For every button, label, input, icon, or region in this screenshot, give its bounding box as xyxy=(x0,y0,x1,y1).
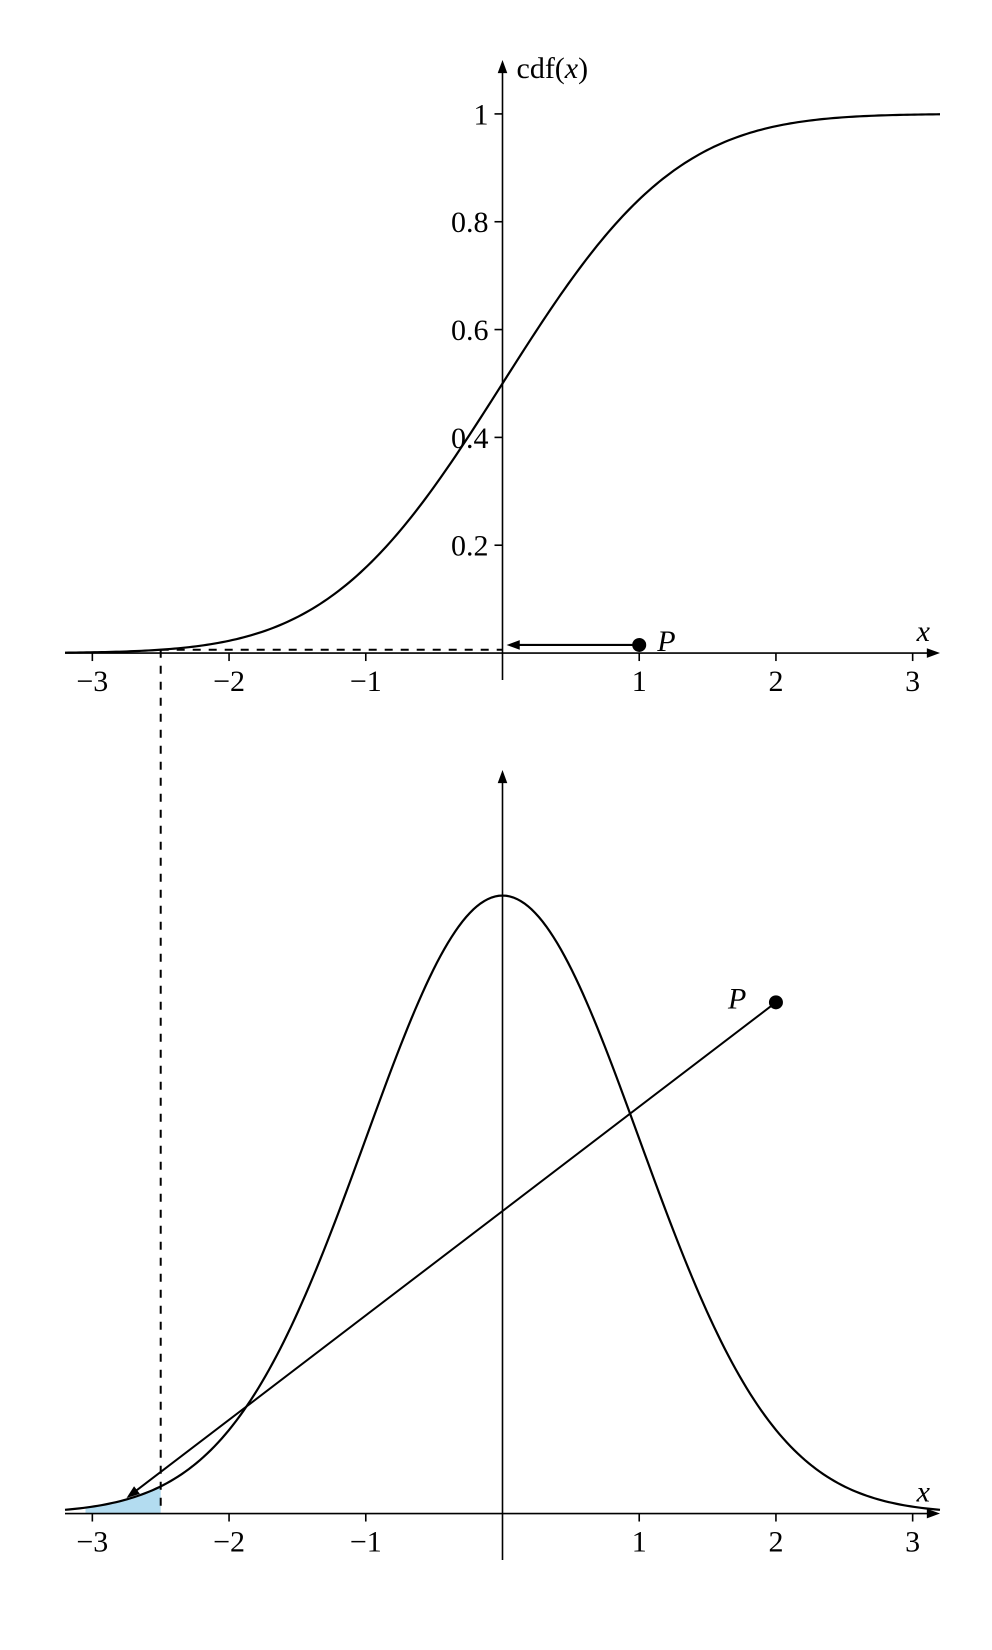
x-tick-label: −1 xyxy=(350,1526,382,1559)
x-tick-label: −2 xyxy=(213,665,245,698)
x-tick-label: 3 xyxy=(905,665,920,698)
x-tick-label: 1 xyxy=(632,665,647,698)
pdf-chart: −3 −2 −1 1 2 3 x P xyxy=(65,770,940,1560)
y-axis-label: cdf(x) xyxy=(517,52,589,85)
x-tick-label: −3 xyxy=(76,1526,108,1559)
x-axis-label: x xyxy=(916,615,931,648)
y-tick-label: 0.4 xyxy=(451,422,489,455)
y-tick-label: 0.2 xyxy=(451,530,489,563)
cdf-chart: −3 −2 −1 1 2 3 0.2 0.4 0.6 0.8 1 x cdf(x) P xyxy=(65,52,940,698)
y-tick-label: 0.8 xyxy=(451,206,489,239)
point-p-label: P xyxy=(727,982,746,1015)
x-axis-label: x xyxy=(916,1476,931,1509)
point-p-label: P xyxy=(656,625,675,658)
figure-page: −3 −2 −1 1 2 3 0.2 0.4 0.6 0.8 1 x cdf(x) P −3 −2 −1 1 2 3 x… xyxy=(0,0,992,1650)
x-tick-label: −3 xyxy=(76,665,108,698)
x-tick-label: −1 xyxy=(350,665,382,698)
x-tick-label: −2 xyxy=(213,1526,245,1559)
x-tick-label: 2 xyxy=(768,1526,783,1559)
y-tick-label: 0.6 xyxy=(451,314,489,347)
point-p-marker xyxy=(769,995,783,1009)
y-tick-label: 1 xyxy=(474,98,489,131)
figure-svg: −3 −2 −1 1 2 3 0.2 0.4 0.6 0.8 1 x cdf(x) P −3 −2 −1 1 2 3 x… xyxy=(0,0,992,1650)
point-p-marker xyxy=(632,638,646,652)
x-tick-label: 1 xyxy=(632,1526,647,1559)
x-tick-label: 2 xyxy=(768,665,783,698)
x-tick-label: 3 xyxy=(905,1526,920,1559)
